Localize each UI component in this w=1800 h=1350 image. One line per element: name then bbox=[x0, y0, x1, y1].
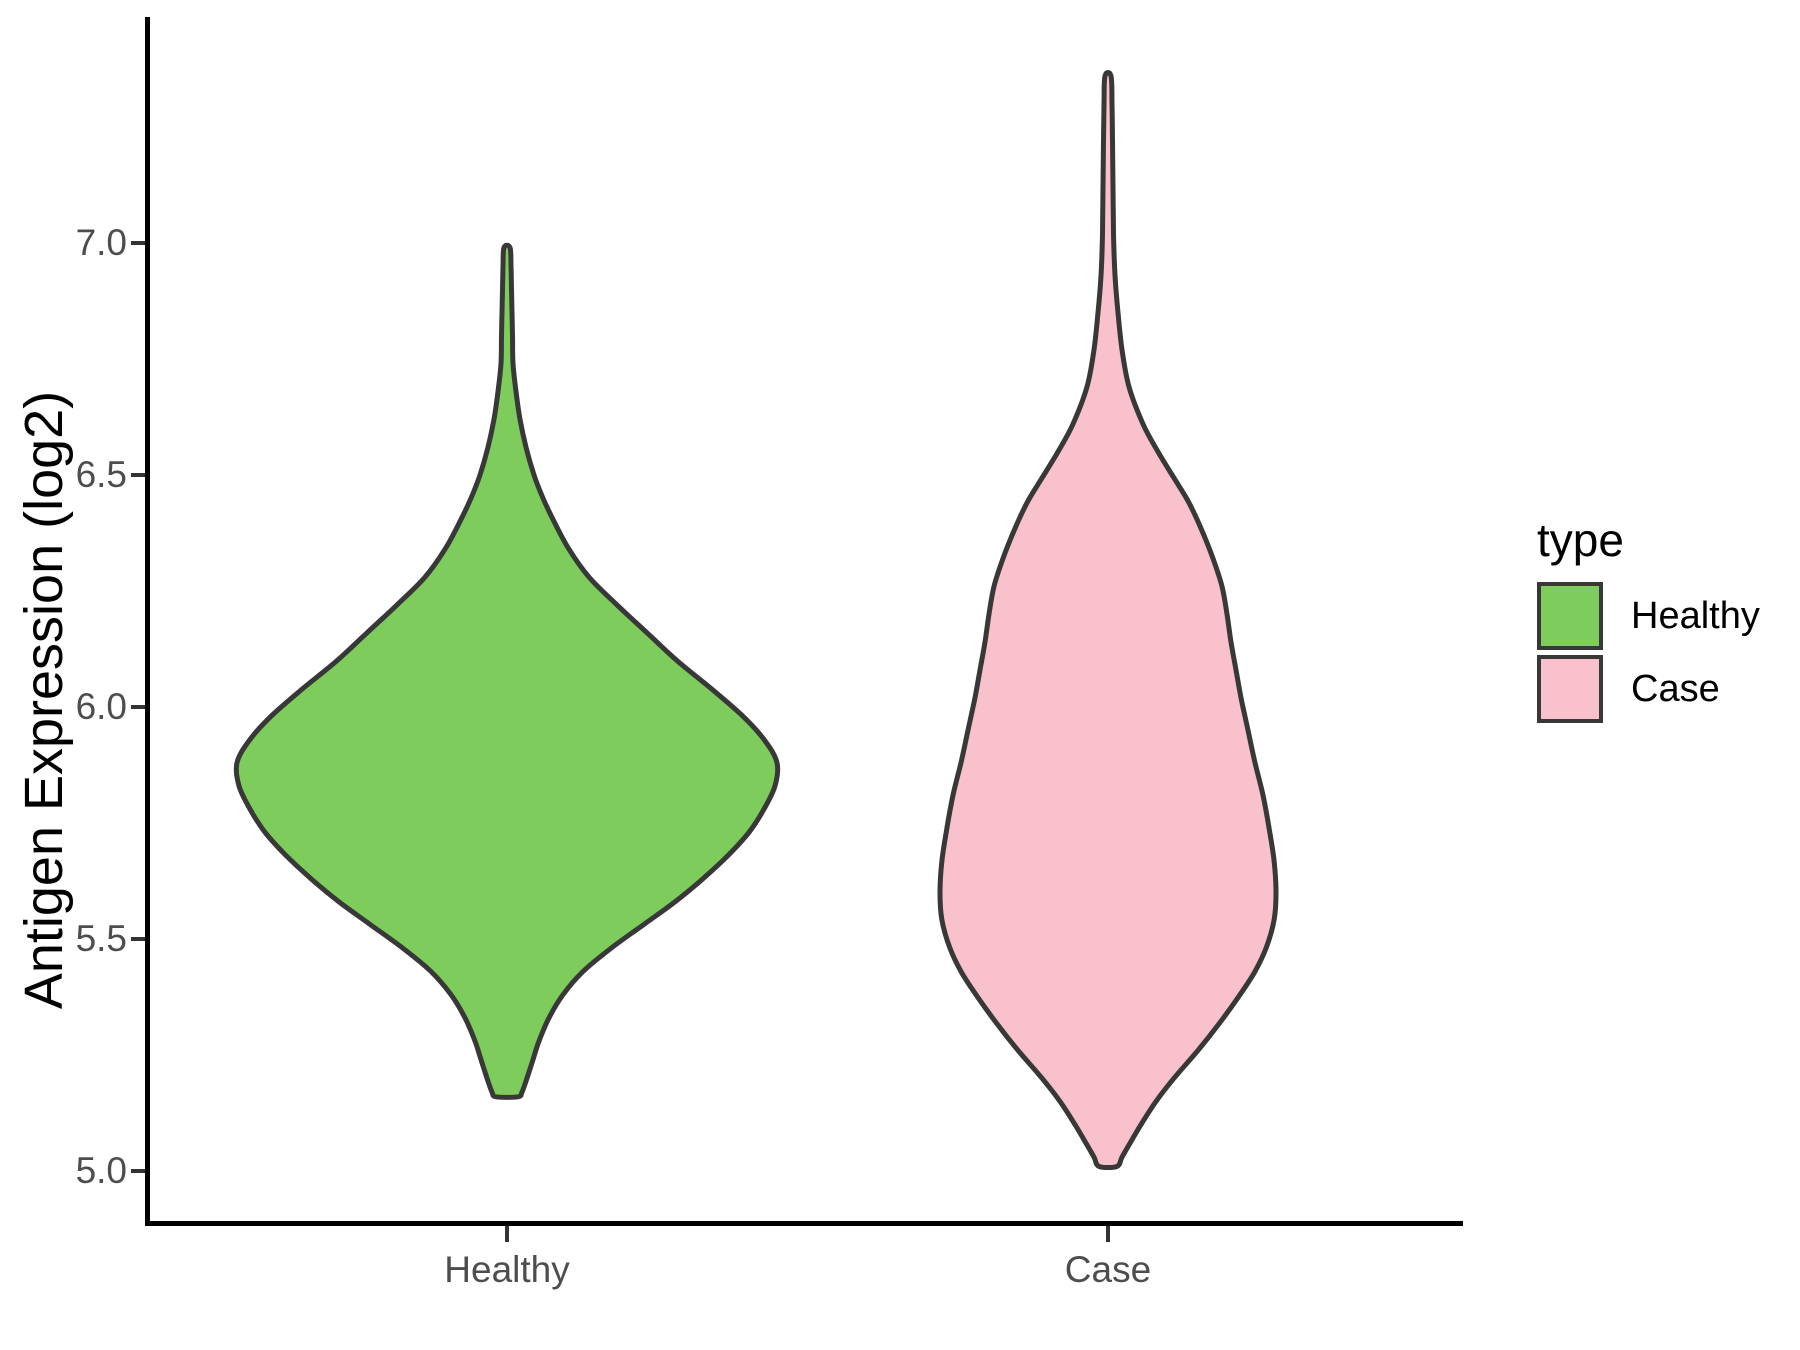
y-tick-mark-7.0 bbox=[131, 241, 145, 245]
legend-entry-case: Case bbox=[1537, 655, 1760, 723]
violin-case bbox=[937, 70, 1279, 1171]
legend-entry-healthy: Healthy bbox=[1537, 582, 1760, 650]
y-tick-label-7.0: 7.0 bbox=[75, 222, 127, 263]
y-tick-mark-6.5 bbox=[131, 473, 145, 477]
y-tick-mark-6.0 bbox=[131, 705, 145, 709]
violin-healthy bbox=[233, 242, 781, 1100]
x-tick-label-case: Case bbox=[1064, 1249, 1152, 1290]
legend-swatch-case bbox=[1537, 655, 1603, 723]
legend-label-case: Case bbox=[1631, 667, 1720, 710]
legend-label-healthy: Healthy bbox=[1631, 594, 1760, 637]
y-tick-label-5.5: 5.5 bbox=[75, 918, 127, 959]
y-axis-title: Antigen Expression (log2) bbox=[14, 390, 74, 1010]
legend: type Healthy Case bbox=[1537, 514, 1760, 728]
x-tick-mark-case bbox=[1106, 1226, 1110, 1242]
legend-title: type bbox=[1537, 514, 1624, 566]
x-axis-line bbox=[145, 1221, 1463, 1226]
y-tick-label-6.0: 6.0 bbox=[75, 686, 127, 727]
y-tick-mark-5.5 bbox=[131, 937, 145, 941]
x-tick-mark-healthy bbox=[505, 1226, 509, 1242]
y-axis-line bbox=[145, 17, 150, 1226]
x-tick-label-healthy: Healthy bbox=[444, 1249, 570, 1290]
y-tick-label-6.5: 6.5 bbox=[75, 454, 127, 495]
y-tick-mark-5.0 bbox=[131, 1169, 145, 1173]
y-tick-label-5.0: 5.0 bbox=[75, 1150, 127, 1191]
legend-swatch-healthy bbox=[1537, 582, 1603, 650]
